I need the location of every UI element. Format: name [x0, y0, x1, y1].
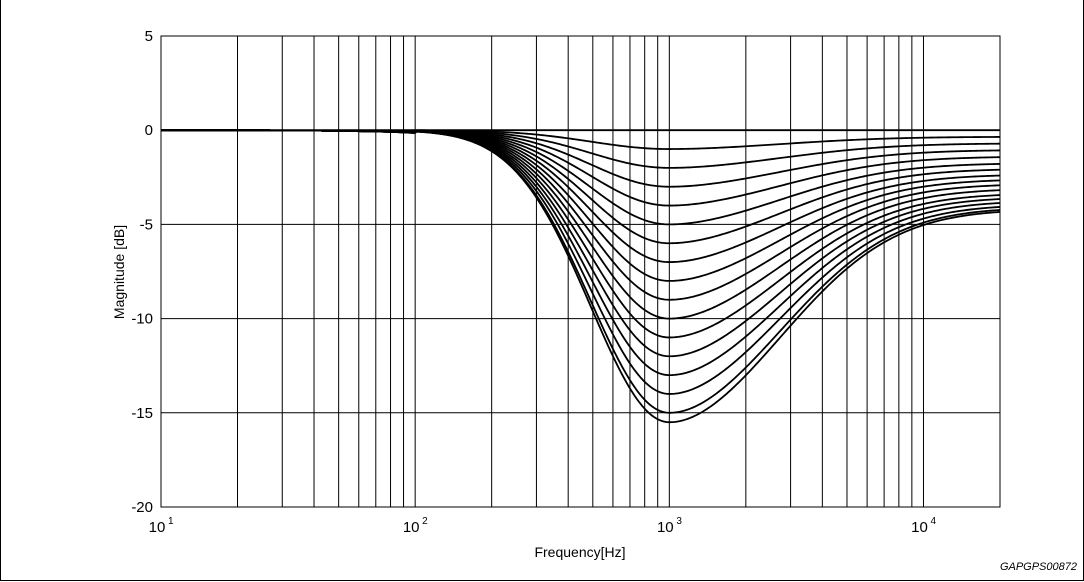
x-tick-label: 10: [911, 519, 928, 536]
x-axis-label: Frequency[Hz]: [534, 544, 625, 560]
series-line: [161, 129, 1001, 150]
series-group: [161, 129, 1001, 424]
x-tick-label: 10: [403, 519, 420, 536]
series-line: [161, 129, 1001, 377]
x-tick-exponent: 1: [168, 516, 174, 527]
y-tick-label: 5: [145, 28, 153, 45]
x-tick-exponent: 2: [422, 516, 428, 527]
grid: [161, 35, 1001, 508]
figure-reference: GAPGPS00872: [1000, 561, 1077, 573]
x-tick-exponent: 3: [676, 516, 682, 527]
series-line: [161, 129, 1001, 424]
series-line: [161, 129, 1001, 358]
series-line: [161, 129, 1001, 301]
x-tick-labels: 10 1 10 2 10 3 10 4: [149, 516, 937, 536]
x-tick-exponent: 4: [930, 516, 936, 527]
x-tick-label: 10: [657, 519, 674, 536]
x-tick-label: 10: [149, 519, 166, 536]
series-line: [161, 129, 1001, 414]
plot-border: [160, 35, 1001, 508]
y-tick-label: -5: [140, 216, 153, 233]
y-axis-label: Magnitude [dB]: [111, 225, 127, 319]
y-tick-label: -10: [131, 311, 153, 328]
y-tick-labels: 5 0 -5 -10 -15 -20: [131, 28, 153, 516]
series-line: [161, 129, 1001, 207]
y-tick-label: -20: [131, 499, 153, 516]
series-line: [161, 129, 1001, 169]
y-tick-label: 0: [145, 122, 153, 139]
y-tick-label: -15: [131, 405, 153, 422]
